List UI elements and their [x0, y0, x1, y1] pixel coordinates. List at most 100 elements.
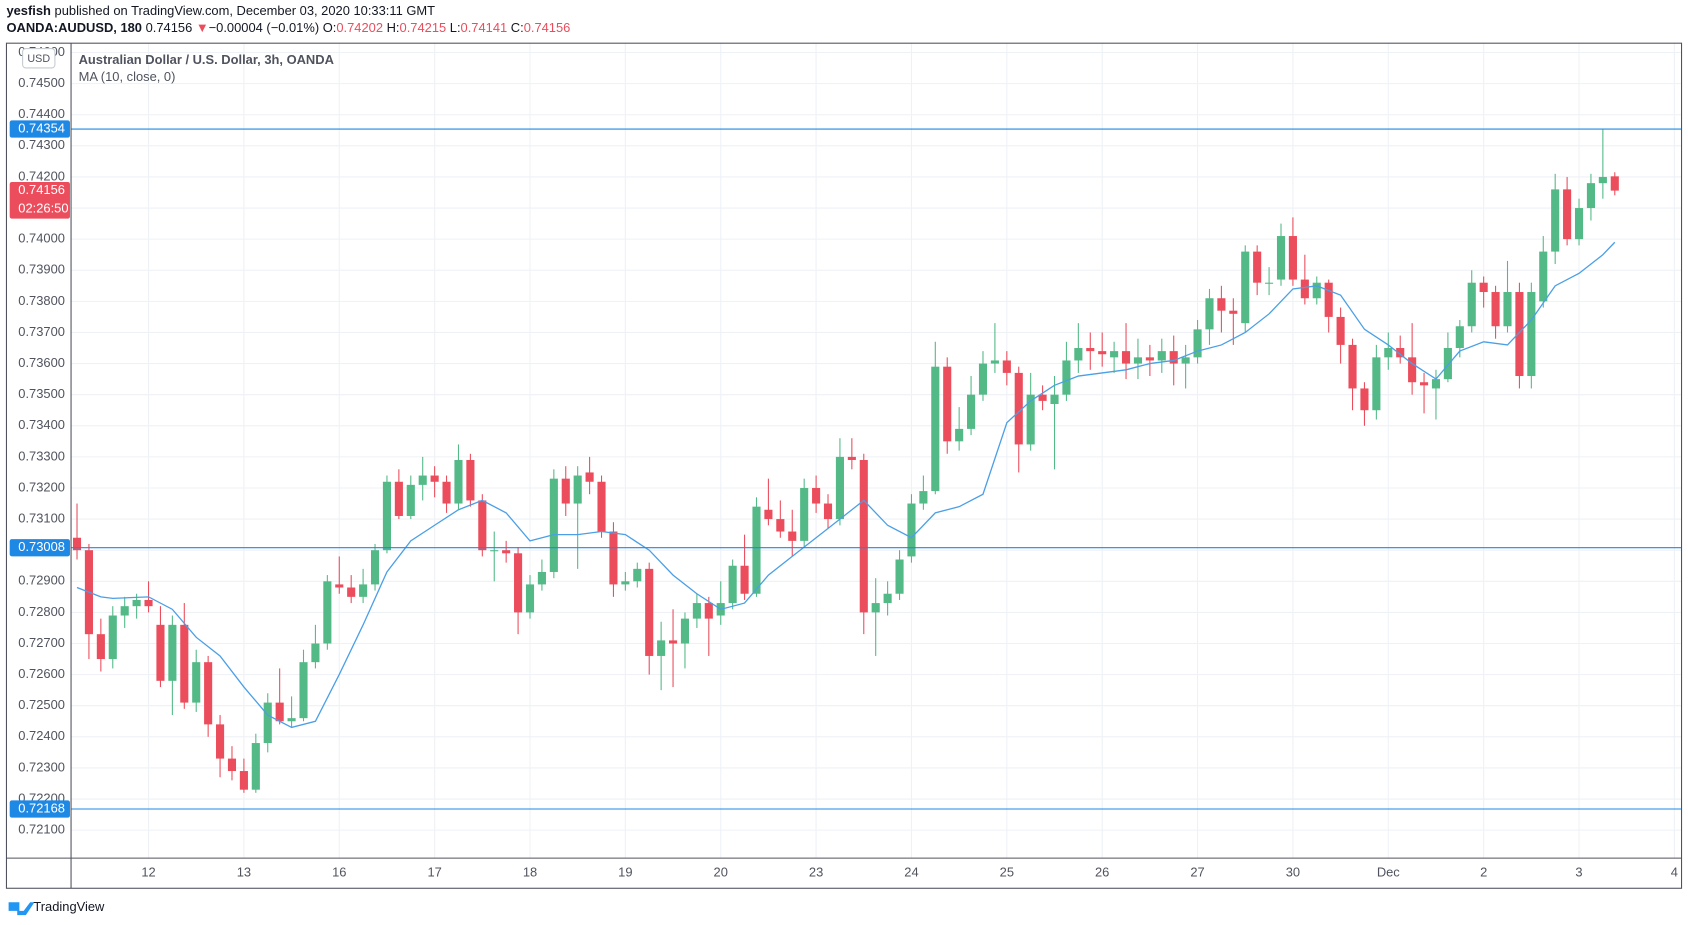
currency-button[interactable] — [22, 48, 56, 69]
labels: 0.721000.722000.723000.724000.725000.726… — [9, 44, 1678, 880]
level-tag — [9, 120, 70, 138]
y-tick-label: 0.72700 — [18, 635, 65, 650]
candle-body — [1181, 357, 1190, 364]
candle-body — [1121, 351, 1131, 364]
currency-label[interactable]: USD — [27, 53, 50, 65]
candle-body — [633, 568, 642, 582]
y-tick-label: 0.72800 — [18, 604, 65, 619]
candle-body — [1241, 251, 1250, 324]
candle-body — [406, 484, 415, 516]
candle-body — [1002, 360, 1011, 373]
candle-body — [895, 559, 904, 594]
candle-body — [1491, 292, 1500, 327]
change: −0.00004 (−0.01%) — [209, 21, 320, 36]
candle-body — [1300, 279, 1309, 299]
y-tick-label: 0.73100 — [18, 510, 65, 525]
candle-body — [1598, 176, 1607, 184]
candle-body — [108, 615, 117, 660]
candle-body — [907, 503, 916, 557]
brand: TradingView — [33, 899, 105, 914]
candle-body — [335, 584, 344, 588]
candle-body — [776, 519, 785, 532]
candle-body — [1360, 388, 1369, 411]
candle-body — [1205, 298, 1214, 330]
candle-body — [180, 624, 189, 703]
candle-body — [1324, 282, 1333, 317]
level-label: 0.73008 — [18, 539, 65, 554]
candle-body — [347, 587, 356, 597]
candle-body — [621, 581, 630, 585]
candle-body — [1253, 251, 1262, 283]
quote-line: OANDA:AUDUSD, 180 0.74156 ▼−0.00004 (−0.… — [6, 21, 570, 36]
candle-body — [680, 618, 690, 644]
candle-body — [525, 584, 535, 613]
candle-body — [239, 771, 248, 790]
candle-body — [1276, 236, 1286, 280]
candle-body — [1408, 357, 1417, 383]
candle-body — [573, 475, 582, 504]
candle-body — [1515, 292, 1524, 377]
candle-body — [704, 603, 713, 619]
brand-logo — [8, 902, 35, 916]
close: 0.74156 — [524, 21, 571, 36]
candle-body — [871, 603, 880, 613]
candle-body — [1455, 326, 1464, 349]
last: 0.74156 — [146, 21, 193, 36]
candle-body — [1098, 351, 1107, 355]
candle-body — [1384, 348, 1393, 358]
candle-body — [537, 571, 546, 585]
candle-body — [478, 500, 487, 551]
candle-body — [96, 634, 105, 660]
y-tick-label: 0.73500 — [18, 386, 65, 401]
candle-body — [1396, 348, 1405, 358]
candle-body — [132, 599, 141, 607]
y-tick-label: 0.73700 — [18, 324, 65, 339]
candle-body — [883, 593, 892, 604]
candle-body — [1372, 357, 1381, 411]
x-tick-label: 17 — [427, 865, 441, 880]
candle-body — [1086, 348, 1095, 352]
x-tick-label: 3 — [1575, 865, 1582, 880]
candle-body — [287, 718, 296, 722]
candle-body — [1074, 348, 1083, 361]
candle-body — [120, 606, 129, 616]
x-tick-label: 19 — [618, 865, 632, 880]
x-tick-label: 2 — [1480, 865, 1487, 880]
frame — [5, 42, 1683, 889]
candle-body — [370, 550, 380, 585]
candle-body — [442, 481, 451, 504]
candle-body — [1610, 176, 1619, 191]
candle-body — [955, 428, 964, 442]
candle-body — [847, 456, 856, 460]
candle-body — [216, 724, 225, 759]
candle-body — [1551, 189, 1560, 252]
candle-body — [1169, 351, 1178, 364]
high: 0.74215 — [400, 21, 447, 36]
candle-body — [466, 459, 475, 501]
x-tick-label: 18 — [523, 865, 537, 880]
candle-body — [585, 472, 594, 482]
x-tick-label: 30 — [1286, 865, 1300, 880]
candle-body — [72, 537, 82, 551]
h-label: H: — [387, 21, 400, 36]
candle-body — [1312, 282, 1321, 299]
candle-body — [204, 662, 213, 725]
y-tick-label: 0.74400 — [18, 106, 65, 121]
x-tick-label: 13 — [237, 865, 251, 880]
candle-body — [1026, 394, 1035, 445]
x-tick-label: 4 — [1671, 865, 1678, 880]
y-tick-label: 0.73300 — [18, 448, 65, 463]
marks — [71, 128, 1682, 810]
y-tick-label: 0.72500 — [18, 697, 65, 712]
candle-body — [1503, 292, 1512, 327]
candle-body — [1110, 351, 1119, 358]
level-label: 0.74354 — [18, 120, 65, 135]
y-tick-label: 0.73400 — [18, 417, 65, 432]
candle-body — [490, 550, 499, 552]
x-tick-label: 25 — [1000, 865, 1014, 880]
x-tick-label: 12 — [141, 865, 155, 880]
candle-body — [967, 394, 976, 429]
candle-body — [1038, 394, 1047, 401]
y-tick-label: 0.74200 — [18, 168, 65, 183]
candle-body — [1479, 282, 1488, 293]
